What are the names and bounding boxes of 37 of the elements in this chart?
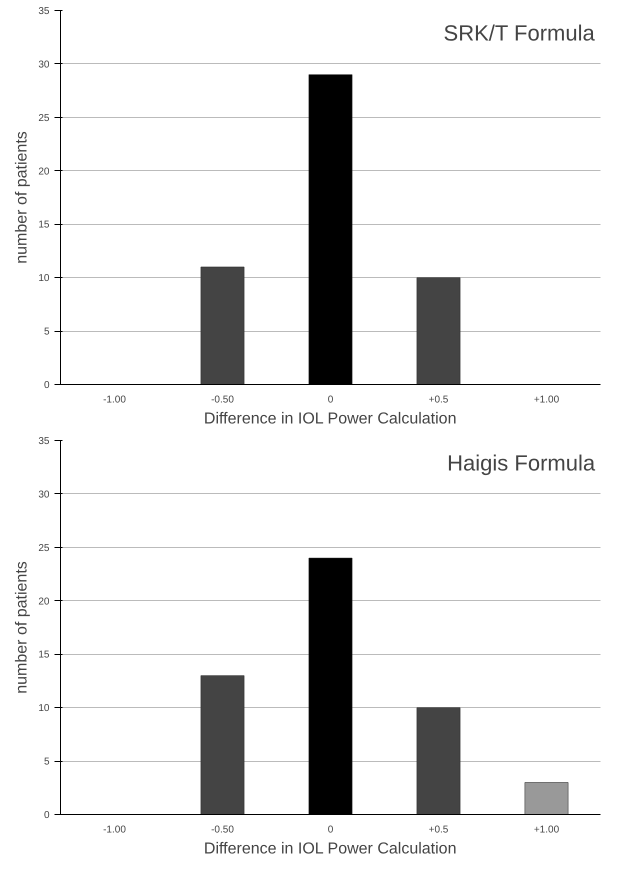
bar bbox=[200, 266, 244, 384]
x-tick-label: -1.00 bbox=[103, 394, 126, 406]
text: SRK/T Formula bbox=[444, 20, 596, 46]
y-tick-label: 30 bbox=[38, 59, 50, 70]
bar bbox=[416, 707, 460, 814]
y-tick-label: 15 bbox=[38, 650, 50, 661]
y-tick-label: 5 bbox=[44, 756, 50, 768]
y-tick-label: 35 bbox=[38, 6, 50, 17]
bar bbox=[524, 782, 568, 814]
x-axis-title: Difference in IOL Power Calculation bbox=[204, 840, 456, 858]
y-axis-title: number of patients bbox=[13, 131, 30, 264]
y-tick-label: 35 bbox=[38, 436, 50, 447]
y-tick-label: 0 bbox=[44, 810, 50, 821]
x-tick-label: -0.50 bbox=[211, 824, 234, 836]
x-tick-label: +0.5 bbox=[428, 394, 449, 406]
x-tick-label: +1.00 bbox=[534, 394, 560, 406]
bar bbox=[200, 675, 244, 814]
x-axis-title: Difference in IOL Power Calculation bbox=[204, 410, 456, 428]
y-tick-label: 25 bbox=[38, 112, 50, 124]
x-tick-label: +1.00 bbox=[534, 824, 560, 836]
y-tick-label: 25 bbox=[38, 542, 50, 554]
y-tick-label: 10 bbox=[38, 703, 50, 714]
x-tick-label: 0 bbox=[328, 824, 334, 836]
y-tick-label: 15 bbox=[38, 220, 50, 231]
x-tick-label: -1.00 bbox=[103, 824, 126, 836]
y-tick-label: 30 bbox=[38, 489, 50, 500]
y-axis-title: number of patients bbox=[13, 561, 30, 694]
y-tick-label: 0 bbox=[44, 380, 50, 391]
text: Haigis Formula bbox=[447, 450, 596, 476]
y-tick-label: 5 bbox=[44, 326, 50, 338]
x-tick-label: 0 bbox=[328, 394, 334, 406]
x-tick-label: -0.50 bbox=[211, 394, 234, 406]
y-tick-label: 20 bbox=[38, 166, 50, 178]
x-tick-label: +0.5 bbox=[428, 824, 449, 836]
y-tick-label: 10 bbox=[38, 273, 50, 284]
bar bbox=[416, 277, 460, 384]
y-tick-label: 20 bbox=[38, 596, 50, 608]
